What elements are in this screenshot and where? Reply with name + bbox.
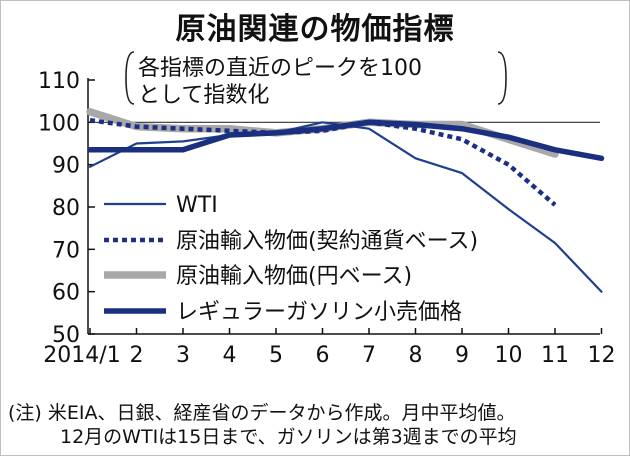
x-tick-label: 2014/1 xyxy=(43,343,120,368)
subtitle-line-2: として指数化 xyxy=(138,83,269,108)
y-tick-label: 60 xyxy=(52,281,80,306)
legend-label-1: 原油輸入物価(契約通貨ベース) xyxy=(176,229,478,254)
series-lines xyxy=(86,108,605,293)
subtitle-box: 各指標の直近のピークを100 として指数化 xyxy=(125,51,507,108)
x-tick-label: 9 xyxy=(455,343,469,368)
y-tick-label: 90 xyxy=(52,154,80,179)
y-tick-label: 110 xyxy=(38,69,80,94)
legend-label-2: 原油輸入物価(円ベース) xyxy=(176,264,412,289)
y-tick-label: 50 xyxy=(52,323,80,348)
y-tick-label: 70 xyxy=(52,238,80,263)
x-tick-label: 11 xyxy=(541,343,569,368)
legend-label-3: レギュラーガソリン小売価格 xyxy=(176,300,462,325)
y-tick-label: 80 xyxy=(52,196,80,221)
chart-title: 原油関連の物価指標 xyxy=(175,12,455,47)
axes: 50 60 70 80 90 100 110 2014/1 2 3 4 5 6 7 8 9 10 11 12 xyxy=(38,69,616,368)
legend-label-0: WTI xyxy=(176,193,218,218)
x-tick-label: 7 xyxy=(362,343,376,368)
x-tick-label: 3 xyxy=(176,343,190,368)
x-tick-label: 2 xyxy=(130,343,144,368)
subtitle-line-1: 各指標の直近のピークを100 xyxy=(138,56,422,81)
footnote-line-2: 12月のWTIは15日まで、ガソリンは第3週までの平均 xyxy=(60,426,517,448)
y-tick-label: 100 xyxy=(38,111,80,136)
legend: WTI 原油輸入物価(契約通貨ベース) 原油輸入物価(円ベース) レギュラーガソリン小… xyxy=(104,193,478,325)
x-tick-label: 10 xyxy=(495,343,523,368)
x-tick-label: 12 xyxy=(588,343,616,368)
x-tick-label: 6 xyxy=(316,343,330,368)
footnote-line-1: (注) 米EIA、日銀、経産省のデータから作成。月中平均値。 xyxy=(8,402,516,424)
series-line-3 xyxy=(87,119,605,162)
x-tick-label: 4 xyxy=(223,343,237,368)
x-tick-label: 5 xyxy=(269,343,283,368)
x-tick-label: 8 xyxy=(409,343,423,368)
